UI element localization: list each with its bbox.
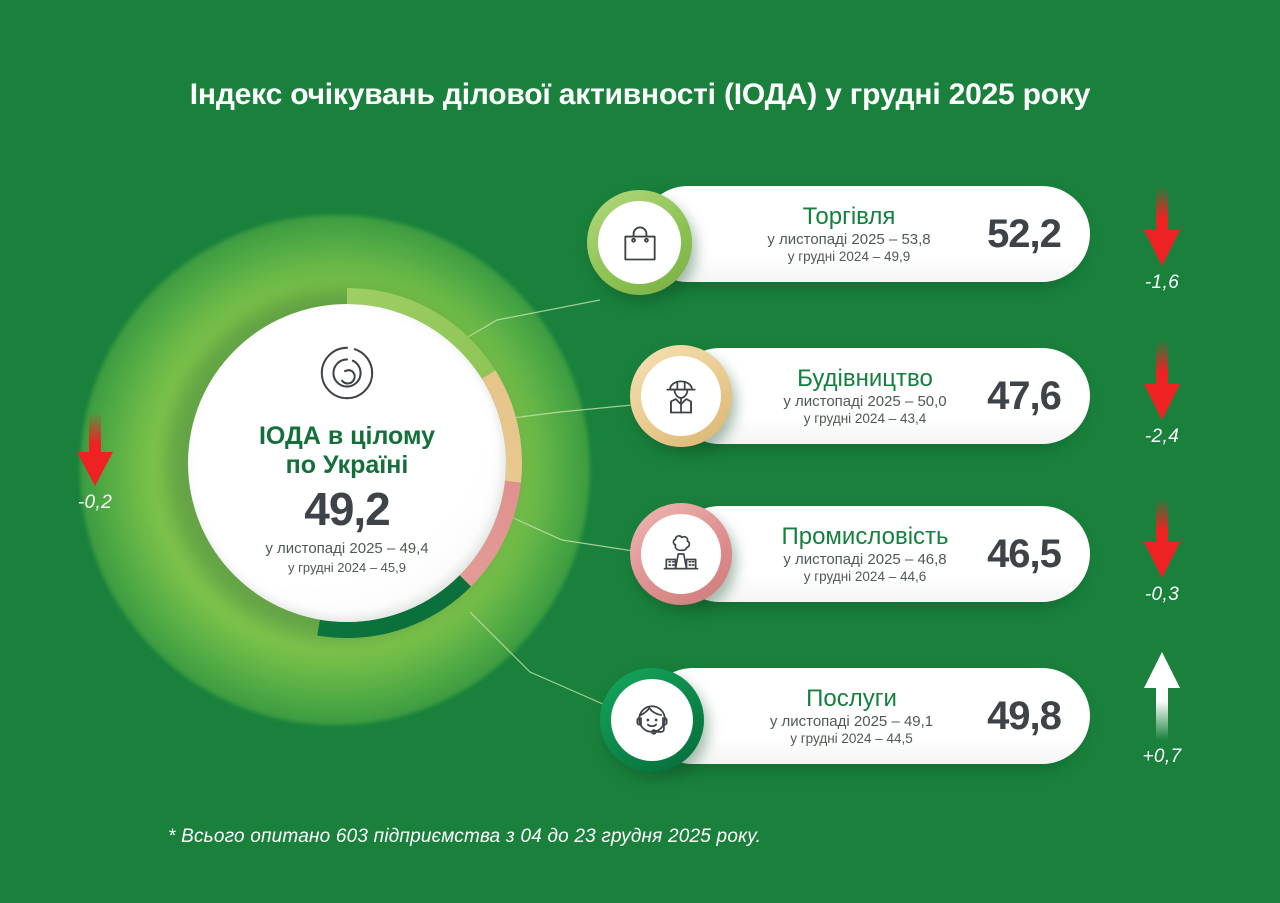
sector-delta-text: -0,3 (1144, 584, 1180, 605)
overall-value: 49,2 (304, 483, 391, 535)
support-headset-icon (636, 705, 668, 735)
sector-delta-construction: -2,4 (1102, 340, 1222, 448)
overall-label-line1: ІОДА в цілому (258, 422, 436, 450)
sector-card-industry[interactable]: Промисловість у листопаді 2025 – 46,8 у … (672, 506, 1090, 602)
construction-worker-icon (666, 380, 696, 414)
sector-delta-text: +0,7 (1142, 746, 1182, 767)
overall-delta-text: -0,2 (77, 492, 113, 513)
arrow-up-icon (1144, 652, 1180, 740)
sector-delta-industry: -0,3 (1102, 498, 1222, 606)
ioda-spiral-logo-icon (320, 346, 374, 400)
sector-prev-month: у листопаді 2025 – 46,8 (783, 551, 947, 569)
page-title: Індекс очікувань ділової активності (ІОД… (189, 78, 1091, 111)
sector-prev-year: у грудні 2024 – 44,6 (803, 569, 927, 585)
sector-name: Торгівля (802, 202, 896, 230)
shopping-bag-icon (623, 226, 656, 260)
sector-card-trade[interactable]: Торгівля у листопаді 2025 – 53,8 у грудн… (640, 186, 1090, 282)
sector-value: 47,6 (987, 373, 1062, 418)
sector-name: Послуги (806, 684, 897, 712)
sector-card-construction[interactable]: Будівництво у листопаді 2025 – 50,0 у гр… (672, 348, 1090, 444)
sector-value: 52,2 (987, 211, 1062, 256)
factory-smokestack-icon (663, 535, 699, 570)
sector-value: 46,5 (987, 531, 1062, 576)
footnote: * Всього опитано 603 підприємства з 04 д… (168, 826, 762, 847)
arrow-down-icon (1144, 340, 1180, 420)
overall-prev-month: у листопаді 2025 – 49,4 (265, 540, 429, 557)
arrow-down-icon (1144, 498, 1180, 578)
sector-delta-text: -1,6 (1144, 272, 1180, 293)
sector-icon-badge-industry[interactable] (630, 503, 736, 613)
sector-prev-month: у листопаді 2025 – 50,0 (783, 393, 947, 411)
sector-value: 49,8 (987, 693, 1062, 738)
sector-name: Промисловість (781, 522, 949, 550)
overall-donut: ІОДА в цілому по Україні 49,2 у листопад… (166, 288, 522, 640)
sector-delta-trade: -1,6 (1102, 186, 1222, 294)
overall-label-line2: по Україні (285, 451, 409, 479)
arrow-down-icon (1144, 186, 1180, 266)
sector-delta-text: -2,4 (1144, 426, 1180, 447)
donut-center-disc: ІОДА в цілому по Україні 49,2 у листопад… (188, 304, 506, 622)
sector-prev-month: у листопаді 2025 – 49,1 (769, 713, 934, 731)
donut-ring (172, 288, 522, 638)
sector-card-services[interactable]: Послуги у листопаді 2025 – 49,1 у грудні… (645, 668, 1090, 764)
sector-icon-badge-services[interactable] (600, 668, 708, 780)
overall-prev-year: у грудні 2024 – 45,9 (288, 560, 406, 575)
arrow-down-icon (77, 412, 113, 486)
sector-prev-month: у листопаді 2025 – 53,8 (767, 231, 931, 249)
sector-name: Будівництво (797, 364, 933, 392)
overall-delta: -0,2 (35, 412, 155, 514)
sector-prev-year: у грудні 2024 – 49,9 (787, 249, 911, 265)
sector-delta-services: +0,7 (1102, 650, 1222, 768)
sector-icon-badge-trade[interactable] (587, 190, 696, 303)
sector-icon-badge-construction[interactable] (630, 345, 736, 455)
sector-prev-year: у грудні 2024 – 43,4 (803, 411, 927, 427)
sector-prev-year: у грудні 2024 – 44,5 (790, 731, 913, 747)
